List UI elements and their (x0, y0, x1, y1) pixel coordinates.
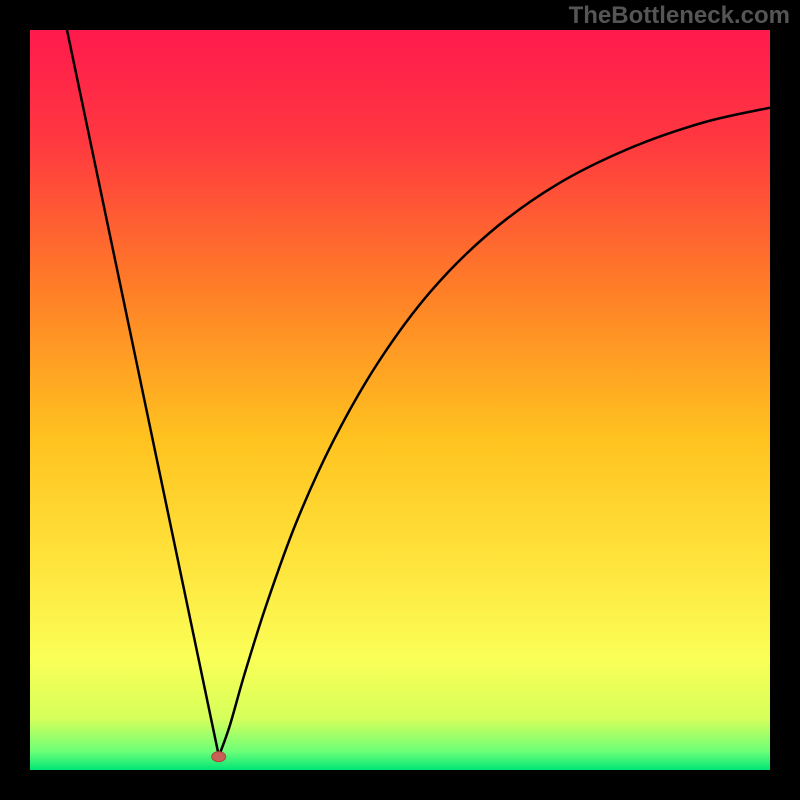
plot-svg (30, 30, 770, 770)
watermark-text: TheBottleneck.com (569, 2, 790, 30)
minimum-marker (212, 752, 226, 762)
plot-background (30, 30, 770, 770)
chart-container: TheBottleneck.com (0, 0, 800, 800)
